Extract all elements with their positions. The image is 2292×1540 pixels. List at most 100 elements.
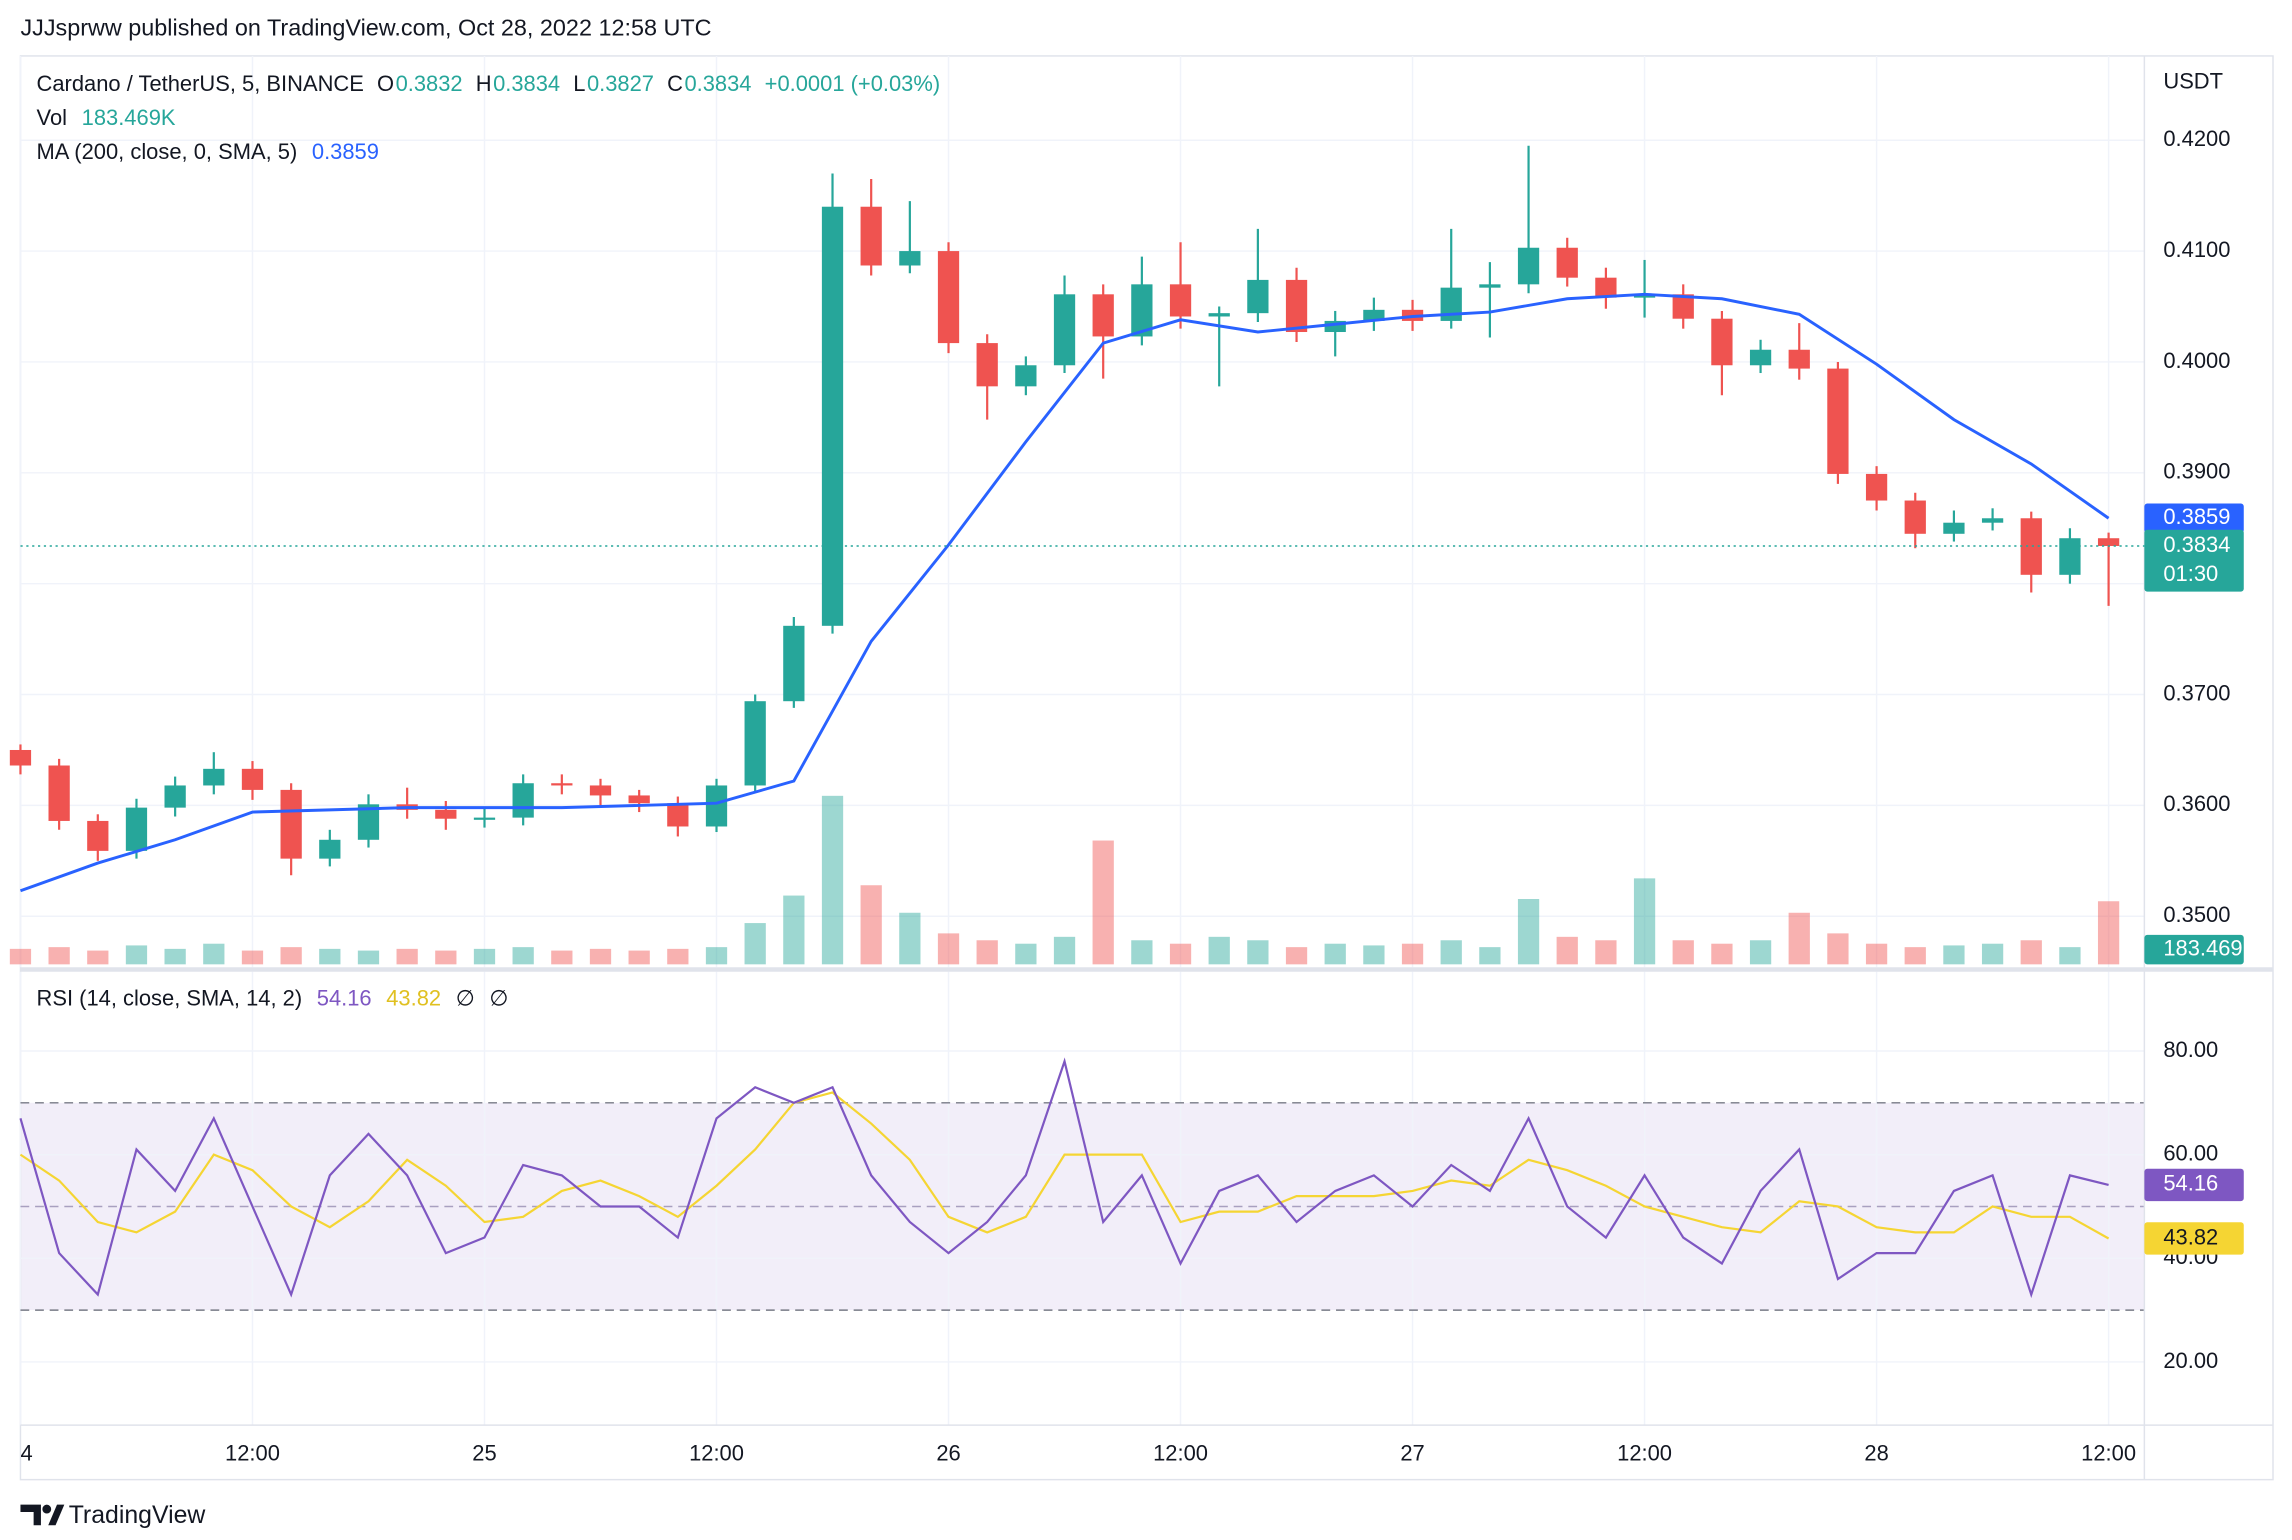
x-tick-label: 12:00 xyxy=(1617,1440,1672,1465)
volume-bar xyxy=(9,948,32,965)
volume-bar xyxy=(396,948,418,965)
volume-bar xyxy=(1711,943,1733,965)
candle-body xyxy=(1633,294,1656,298)
rsi-tick-label: 80.00 xyxy=(2163,1037,2218,1062)
volume-bar xyxy=(319,948,341,965)
footer-brand: TradingView xyxy=(69,1501,207,1529)
candle-body xyxy=(1131,284,1153,337)
volume-bar xyxy=(1247,940,1269,965)
candle-body xyxy=(551,783,573,786)
x-tick-label: 12:00 xyxy=(2081,1440,2136,1465)
volume-bar xyxy=(357,950,380,965)
currency-label: USDT xyxy=(2163,68,2223,93)
volume-bar xyxy=(435,950,457,965)
footer-logo xyxy=(20,1504,65,1526)
current-price-box xyxy=(2144,529,2244,592)
volume-bar xyxy=(164,948,186,965)
volume-bar xyxy=(1943,945,1965,965)
rsi-extra: ∅ xyxy=(456,985,475,1010)
candle-body xyxy=(1711,318,1733,366)
rsi-ma-value-label: 43.82 xyxy=(2163,1224,2218,1249)
candle-body xyxy=(203,768,225,786)
candle-body xyxy=(1749,349,1772,366)
candle-body xyxy=(512,783,534,818)
volume-bar xyxy=(1633,878,1656,965)
candle-body xyxy=(2097,538,2120,546)
volume-bar xyxy=(1749,940,1772,965)
volume-bar xyxy=(2097,901,2120,965)
ma-name: MA (200, close, 0, SMA, 5) xyxy=(37,139,298,164)
ma-value-label: 0.3859 xyxy=(2163,504,2230,529)
candle-body xyxy=(48,765,70,821)
candle-body xyxy=(241,768,264,790)
volume-bar xyxy=(667,948,689,965)
volume-bar xyxy=(2059,947,2081,965)
candle-body xyxy=(937,251,960,344)
candle-body xyxy=(1208,313,1230,317)
volume-bar xyxy=(1517,898,1540,965)
rsi-tick-label: 20.00 xyxy=(2163,1348,2218,1373)
volume-bar xyxy=(1324,943,1346,965)
volume-bar xyxy=(628,950,650,965)
ma-value-label-box xyxy=(2144,503,2244,533)
volume-bar xyxy=(1981,943,2004,965)
volume-bar xyxy=(203,943,225,965)
ohlc-key: O xyxy=(377,71,394,96)
volume-bar xyxy=(2020,940,2042,965)
candle-body xyxy=(473,817,496,820)
current-price-label: 0.3834 xyxy=(2163,532,2230,557)
rsi-value-label: 54.16 xyxy=(2163,1171,2218,1196)
rsi-extra: ∅ xyxy=(489,985,508,1010)
candle-body xyxy=(164,785,186,808)
ohlc-value: 0.3827 xyxy=(587,71,654,96)
candle-body xyxy=(1595,277,1617,298)
volume-bar xyxy=(1015,943,1037,965)
rsi-ma-line xyxy=(19,1091,2110,1240)
volume-bar xyxy=(280,947,302,965)
volume-bar xyxy=(1595,940,1617,965)
rsi-value: 54.16 xyxy=(317,985,372,1010)
volume-bar xyxy=(860,885,882,965)
candle-body xyxy=(744,701,766,786)
symbol: Cardano / TetherUS, 5, BINANCE xyxy=(37,71,364,96)
candle-body xyxy=(1517,247,1540,285)
ohlc-value: 0.3834 xyxy=(493,71,560,96)
ohlc-key: L xyxy=(573,71,585,96)
candle-body xyxy=(2059,538,2081,575)
volume-bar xyxy=(821,795,844,965)
volume-value: 183.469K xyxy=(82,105,176,130)
volume-bar xyxy=(937,933,960,965)
volume-bar xyxy=(125,945,148,965)
change: +0.0001 (+0.03%) xyxy=(765,71,941,96)
candle-body xyxy=(783,625,805,702)
x-tick-label: 26 xyxy=(936,1440,960,1465)
volume-bar xyxy=(1169,943,1192,965)
volume-bar xyxy=(1131,940,1153,965)
volume-bar xyxy=(705,947,728,965)
x-tick-label: 25 xyxy=(472,1440,496,1465)
x-tick-label: 12:00 xyxy=(225,1440,280,1465)
candle-body xyxy=(1169,284,1192,317)
y-tick-label: 0.3600 xyxy=(2163,791,2230,816)
volume-bar xyxy=(1208,936,1230,965)
candle-body xyxy=(821,206,844,626)
candle-body xyxy=(1285,279,1308,333)
volume-bar xyxy=(976,940,998,965)
candle-body xyxy=(589,785,612,796)
candle-body xyxy=(1672,294,1694,319)
candle-body xyxy=(1827,368,1849,474)
ohlc-key: C xyxy=(667,71,683,96)
volume-bar xyxy=(1788,912,1810,965)
volume-bar xyxy=(899,912,921,965)
volume-bar xyxy=(783,895,805,965)
y-tick-label: 0.4000 xyxy=(2163,348,2230,373)
volume-bar xyxy=(551,950,573,965)
candle-body xyxy=(319,839,341,859)
volume-bar xyxy=(48,947,70,965)
ohlc-value: 0.3834 xyxy=(684,71,751,96)
volume-value-label-box xyxy=(2144,934,2244,965)
volume-bar xyxy=(1440,940,1462,965)
candle-body xyxy=(1247,279,1269,314)
ma-line xyxy=(19,292,2110,893)
